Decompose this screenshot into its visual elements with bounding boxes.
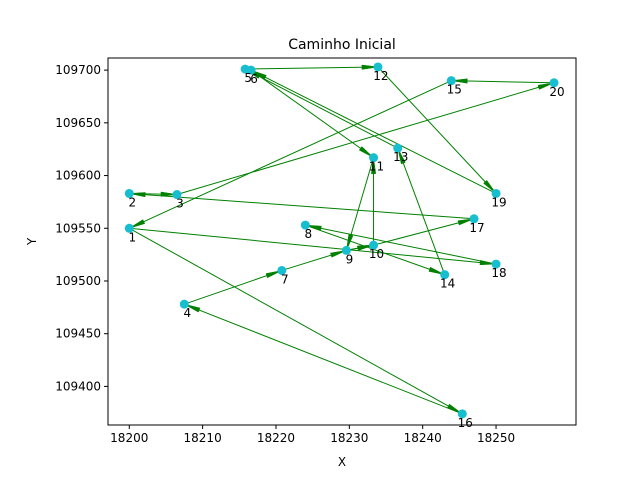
y-tick-label: 109700 — [55, 63, 101, 77]
point-label: 19 — [491, 195, 506, 209]
path-segment — [184, 269, 283, 305]
path-arrowhead — [361, 64, 378, 70]
data-point — [179, 299, 189, 309]
data-point — [277, 265, 287, 275]
y-tick-label: 109500 — [55, 274, 101, 288]
path-lines — [129, 64, 555, 415]
point-label: 11 — [369, 160, 384, 174]
y-tick-label: 109400 — [55, 379, 101, 393]
point-label: 14 — [440, 277, 455, 291]
data-point — [549, 78, 559, 88]
path-segment — [377, 66, 497, 194]
data-point — [124, 188, 134, 198]
y-tick-label: 109650 — [55, 116, 101, 130]
path-segment — [176, 82, 555, 196]
point-label: 3 — [176, 197, 184, 211]
path-segment — [305, 224, 445, 276]
point-label: 7 — [281, 272, 289, 286]
point-label: 9 — [346, 252, 354, 266]
path-segment — [129, 227, 463, 415]
data-point — [440, 270, 450, 280]
point-label: 13 — [393, 150, 408, 164]
path-segment — [129, 80, 452, 229]
data-point — [393, 143, 403, 153]
path-segment — [245, 66, 378, 70]
data-points — [124, 62, 559, 419]
path-segment — [129, 192, 475, 220]
data-point — [172, 190, 182, 200]
y-axis-ticks: 109400 109450 109500 109550 109600 109650 1097… — [55, 63, 108, 393]
path-segment — [397, 147, 446, 275]
data-point — [369, 153, 379, 163]
x-tick-label: 18250 — [477, 431, 515, 445]
point-label: 4 — [183, 306, 191, 320]
path-segment — [244, 68, 398, 149]
path-segment — [129, 227, 497, 265]
data-point — [124, 223, 134, 233]
path-arrowhead — [483, 179, 497, 194]
path-arrowhead — [358, 146, 374, 158]
point-label: 6 — [250, 72, 258, 86]
data-point — [341, 245, 351, 255]
y-tick-label: 109550 — [55, 221, 101, 235]
point-label: 8 — [305, 227, 313, 241]
data-point — [246, 65, 256, 75]
chart-title: Caminho Inicial — [288, 37, 396, 53]
x-axis-label: X — [338, 455, 346, 469]
data-point — [469, 214, 479, 224]
y-tick-label: 109600 — [55, 169, 101, 183]
path-segment — [373, 218, 475, 246]
point-label: 10 — [369, 247, 384, 261]
data-point — [491, 188, 501, 198]
data-point — [457, 409, 467, 419]
path-segment — [184, 303, 463, 415]
x-tick-label: 18200 — [110, 431, 148, 445]
point-label: 5 — [244, 71, 252, 85]
path-arrowhead — [451, 78, 468, 84]
x-tick-label: 18240 — [404, 431, 442, 445]
path-arrowhead — [160, 191, 177, 197]
data-point — [369, 240, 379, 250]
point-label: 16 — [458, 416, 473, 430]
point-label: 2 — [128, 195, 136, 209]
x-tick-label: 18210 — [184, 431, 222, 445]
point-label: 12 — [373, 69, 388, 83]
data-point — [446, 76, 456, 86]
path-arrowhead — [371, 157, 377, 174]
x-tick-label: 18220 — [257, 431, 295, 445]
point-label: 17 — [469, 221, 484, 235]
data-point — [300, 220, 310, 230]
y-tick-label: 109450 — [55, 327, 101, 341]
data-point — [491, 259, 501, 269]
x-tick-label: 18230 — [330, 431, 368, 445]
point-label: 18 — [491, 266, 506, 280]
path-segment — [305, 224, 497, 265]
point-label: 1 — [128, 230, 136, 244]
path-segment — [451, 80, 555, 84]
x-axis-ticks: 18200 18210 18220 18230 18240 18250 — [110, 425, 515, 445]
point-label: 15 — [447, 83, 462, 97]
data-point — [373, 62, 383, 72]
point-label: 20 — [549, 85, 564, 99]
path-segment — [250, 69, 374, 159]
y-axis-label: Y — [25, 237, 39, 246]
axes-frame — [107, 57, 577, 426]
path-segment — [250, 69, 497, 194]
